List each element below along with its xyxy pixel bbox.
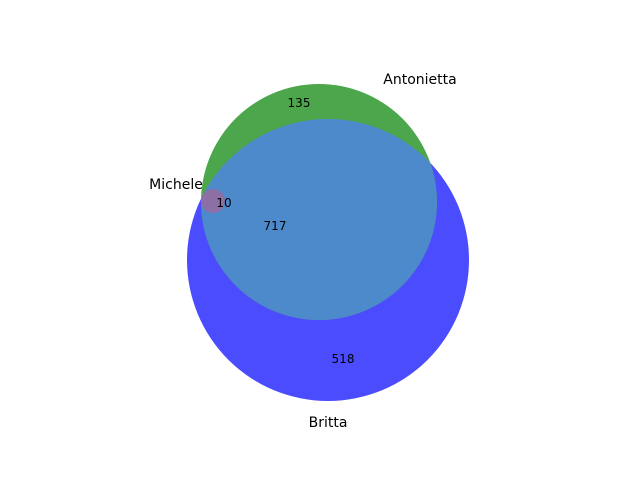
- set-label-antonietta: Antonietta: [383, 72, 456, 88]
- set-label-britta: Britta: [309, 415, 348, 431]
- region-label-britta-only: 518: [332, 352, 355, 366]
- region-label-all-three: 10: [216, 196, 231, 210]
- set-label-michele: Michele: [149, 177, 203, 193]
- britta-antonietta-overlap: [201, 119, 437, 320]
- michele-circle: [201, 189, 225, 213]
- region-label-antonietta-only: 135: [288, 96, 311, 110]
- region-label-britta-antonietta: 717: [264, 219, 287, 233]
